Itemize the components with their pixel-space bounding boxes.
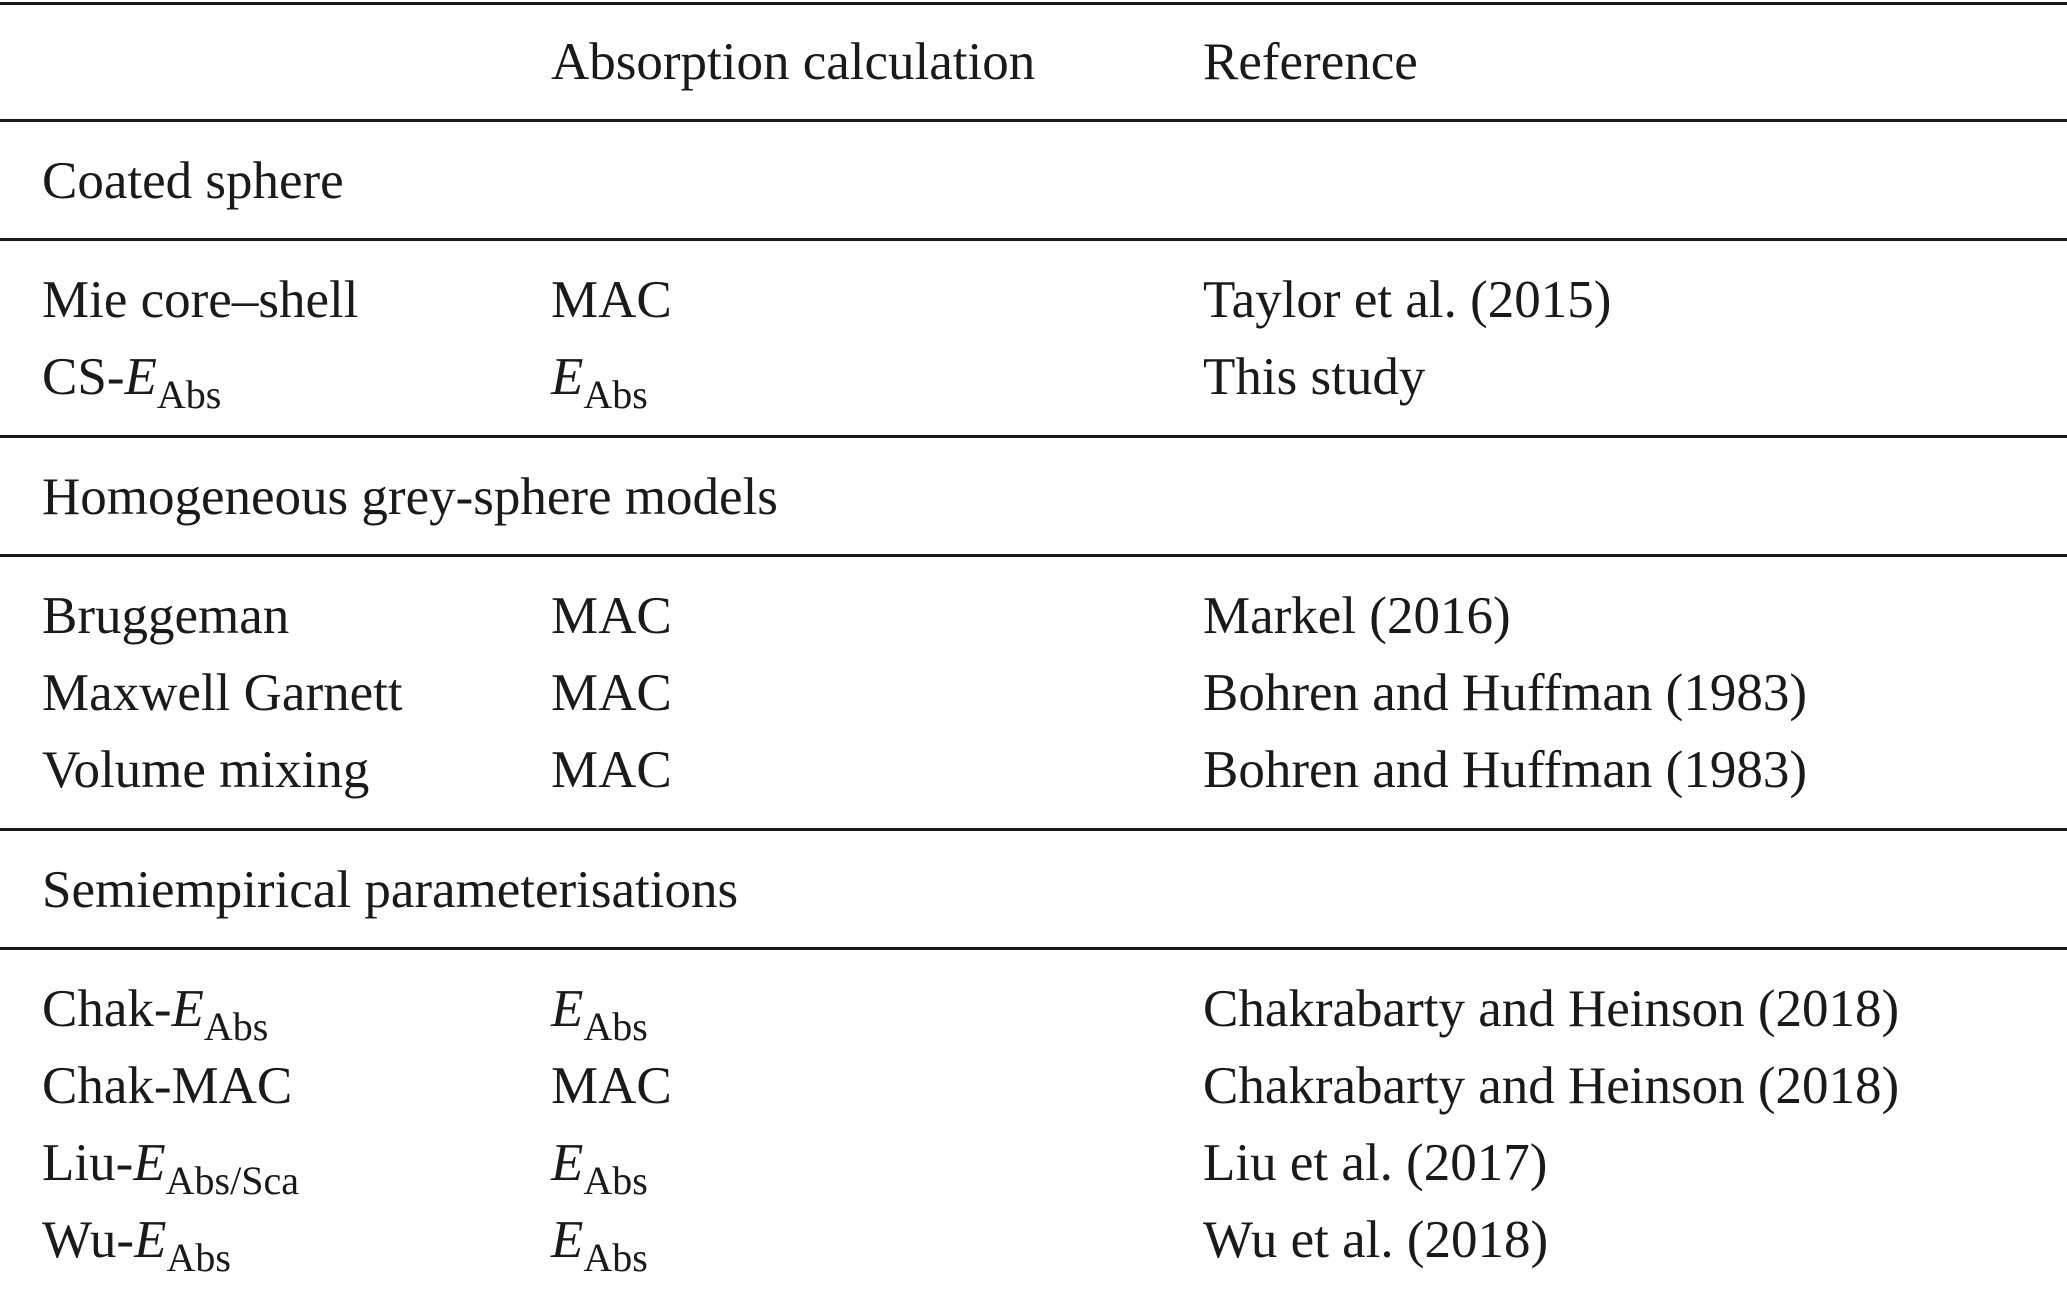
prefix: Chak- [42, 980, 172, 1038]
ref-cell: Liu et al. (2017) [1203, 1134, 1548, 1192]
symbol: E [551, 1211, 584, 1269]
rule-line [0, 947, 2067, 950]
calc-cell: MAC [551, 664, 672, 722]
model-cell: Liu-EAbs/Sca [42, 1134, 299, 1201]
subscript: Abs [583, 1158, 648, 1203]
rule-line [0, 2, 2067, 5]
prefix: Wu- [42, 1211, 135, 1269]
section-title: Coated sphere [42, 152, 344, 210]
subscript: Abs [156, 372, 222, 417]
subscript: Abs [166, 1235, 231, 1280]
prefix: Liu- [42, 1134, 134, 1192]
ref-cell: Wu et al. (2018) [1203, 1211, 1549, 1269]
symbol: E [551, 1134, 584, 1192]
prefix: CS- [42, 348, 125, 406]
rule-line [0, 554, 2067, 557]
calc-cell: EAbs [551, 980, 648, 1047]
model-cell: Volume mixing [42, 741, 370, 799]
header-cell: Absorption calculation [551, 33, 1036, 91]
calc-cell: MAC [551, 741, 672, 799]
calc-cell: EAbs [551, 1134, 648, 1201]
subscript: Abs [203, 1004, 269, 1049]
ref-cell: Taylor et al. (2015) [1203, 271, 1612, 329]
model-cell: CS-EAbs [42, 348, 221, 415]
calc-cell: EAbs [551, 1211, 648, 1278]
calc-cell: MAC [551, 271, 672, 329]
model-cell: Chak-EAbs [42, 980, 268, 1047]
symbol: E [551, 348, 584, 406]
symbol: E [124, 348, 157, 406]
rule-line [0, 238, 2067, 241]
ref-cell: Chakrabarty and Heinson (2018) [1203, 1057, 1900, 1115]
ref-cell: Bohren and Huffman (1983) [1203, 664, 1807, 722]
section-title: Homogeneous grey-sphere models [42, 468, 778, 526]
model-cell: Wu-EAbs [42, 1211, 231, 1278]
model-cell: Mie core–shell [42, 271, 359, 329]
model-cell: Chak-MAC [42, 1057, 293, 1115]
calc-cell: MAC [551, 1057, 672, 1115]
calc-cell: EAbs [551, 348, 648, 415]
subscript: Abs [583, 372, 648, 417]
symbol: E [551, 980, 584, 1038]
subscript: Abs [583, 1004, 648, 1049]
subscript: Abs [583, 1235, 648, 1280]
model-cell: Bruggeman [42, 587, 290, 645]
subscript: Abs/Sca [165, 1158, 299, 1203]
rule-line [0, 828, 2067, 831]
symbol: E [171, 980, 204, 1038]
calc-cell: MAC [551, 587, 672, 645]
symbol: E [133, 1134, 166, 1192]
ref-cell: This study [1203, 348, 1426, 406]
section-title: Semiempirical parameterisations [42, 861, 739, 919]
rule-line [0, 119, 2067, 122]
rule-line [0, 435, 2067, 438]
ref-cell: Markel (2016) [1203, 587, 1511, 645]
model-cell: Maxwell Garnett [42, 664, 403, 722]
header-cell: Reference [1203, 33, 1418, 91]
ref-cell: Bohren and Huffman (1983) [1203, 741, 1807, 799]
symbol: E [134, 1211, 167, 1269]
ref-cell: Chakrabarty and Heinson (2018) [1203, 980, 1900, 1038]
